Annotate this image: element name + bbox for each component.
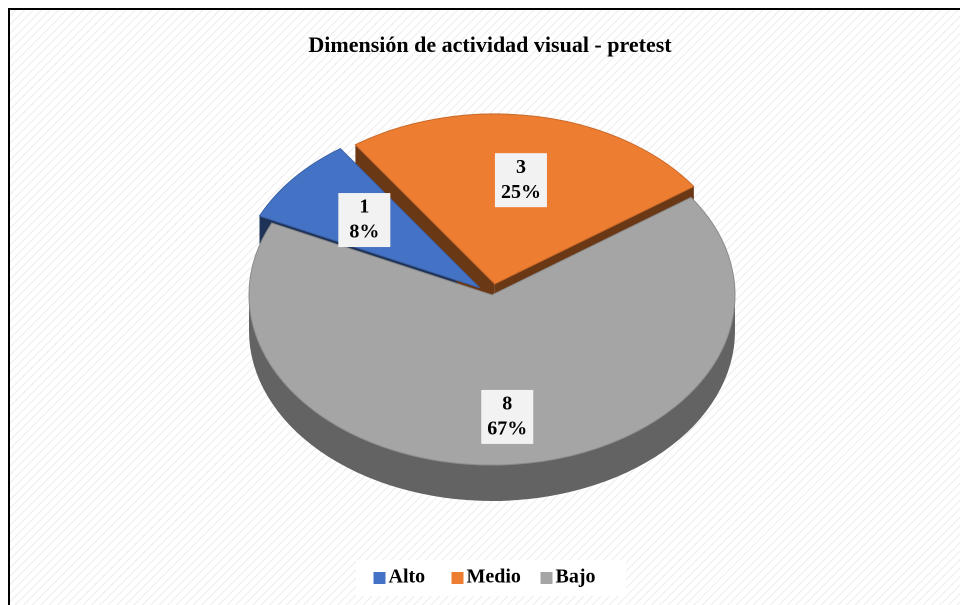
legend-label: Alto bbox=[389, 566, 426, 588]
legend-box bbox=[356, 560, 626, 596]
legend-swatch bbox=[373, 572, 386, 584]
legend-swatch bbox=[451, 572, 464, 584]
data-label-value: 8 bbox=[502, 393, 512, 415]
data-label-box bbox=[338, 193, 391, 248]
data-label-percent: 25% bbox=[501, 181, 541, 203]
data-label-value: 3 bbox=[516, 156, 526, 178]
data-label-box bbox=[481, 389, 534, 444]
data-label-value: 1 bbox=[359, 196, 369, 218]
data-label-percent: 67% bbox=[487, 418, 527, 440]
legend-swatch bbox=[540, 572, 553, 584]
data-label-percent: 8% bbox=[349, 221, 379, 243]
legend-label: Bajo bbox=[556, 566, 596, 588]
chart-title: Dimensión de actividad visual - pretest bbox=[308, 32, 672, 57]
data-labels: 1 8% 3 25% 8 67% bbox=[338, 153, 547, 444]
data-label-box bbox=[494, 153, 547, 208]
pie-slice bbox=[248, 196, 736, 466]
legend-label: Medio bbox=[467, 566, 521, 588]
slice-wall bbox=[249, 295, 735, 501]
legend: Alto Medio Bajo bbox=[373, 566, 596, 588]
